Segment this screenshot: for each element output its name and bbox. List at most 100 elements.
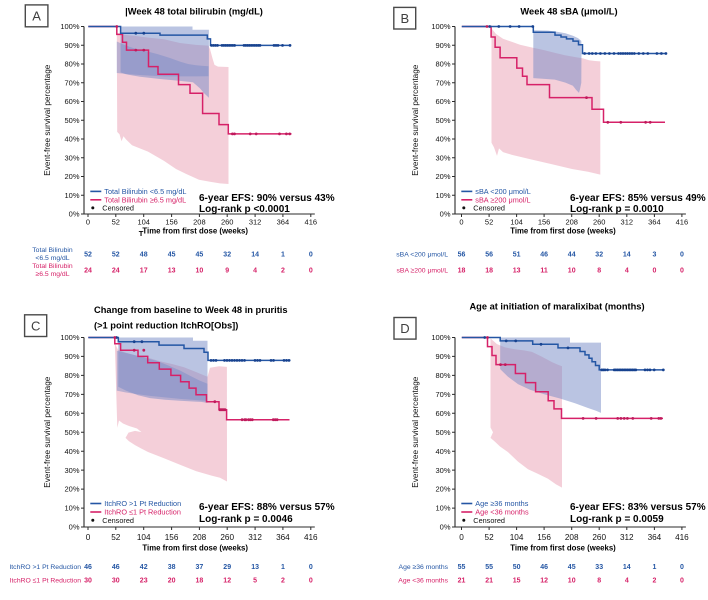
svg-text:0: 0	[652, 268, 656, 275]
svg-text:2: 2	[652, 578, 656, 585]
svg-text:50%: 50%	[64, 428, 79, 437]
svg-text:Age ≥36 months: Age ≥36 months	[399, 564, 449, 571]
svg-text:312: 312	[620, 533, 634, 542]
svg-text:20%: 20%	[435, 485, 450, 494]
svg-text:0: 0	[309, 564, 313, 571]
svg-text:55: 55	[485, 564, 493, 571]
svg-text:45: 45	[568, 564, 576, 571]
svg-text:70%: 70%	[64, 390, 79, 399]
svg-text:416: 416	[304, 533, 318, 542]
svg-text:Change from baseline to Week 4: Change from baseline to Week 48 in pruri…	[94, 305, 288, 315]
svg-text:52: 52	[84, 252, 92, 259]
svg-text:60%: 60%	[64, 97, 79, 106]
svg-text:30%: 30%	[64, 466, 79, 475]
svg-text:Age ≥36 months: Age ≥36 months	[475, 499, 528, 508]
svg-text:33: 33	[595, 564, 603, 571]
svg-text:100%: 100%	[431, 22, 451, 31]
svg-text:11: 11	[540, 268, 548, 275]
svg-text:156: 156	[537, 533, 551, 542]
svg-text:260: 260	[220, 533, 234, 542]
svg-text:0: 0	[680, 268, 684, 275]
svg-text:50: 50	[513, 564, 521, 571]
svg-text:24: 24	[112, 268, 120, 275]
svg-text:46: 46	[540, 564, 548, 571]
svg-text:23: 23	[140, 578, 148, 585]
svg-text:Total Bilirubin <6.5 mg/dL: Total Bilirubin <6.5 mg/dL	[104, 187, 186, 196]
svg-text:0%: 0%	[440, 210, 451, 219]
svg-text:416: 416	[675, 533, 689, 542]
svg-text:10: 10	[196, 268, 204, 275]
svg-text:ItchRO >1 Pt Reduction: ItchRO >1 Pt Reduction	[104, 499, 181, 508]
svg-text:ItchRO >1 Pt Reduction: ItchRO >1 Pt Reduction	[9, 564, 81, 571]
svg-text:sBA <200 μmol/L: sBA <200 μmol/L	[396, 252, 448, 259]
svg-text:70%: 70%	[435, 390, 450, 399]
svg-text:208: 208	[193, 533, 207, 542]
svg-text:6-year EFS: 90% versus 43%: 6-year EFS: 90% versus 43%	[199, 193, 335, 204]
svg-text:D: D	[400, 321, 409, 336]
svg-text:260: 260	[592, 533, 606, 542]
svg-text:70%: 70%	[64, 78, 79, 87]
svg-text:12: 12	[223, 578, 231, 585]
svg-text:0: 0	[309, 252, 313, 259]
svg-text:208: 208	[193, 218, 206, 227]
svg-text:312: 312	[621, 218, 634, 227]
svg-text:100%: 100%	[60, 333, 80, 342]
svg-text:42: 42	[140, 564, 148, 571]
svg-text:6-year EFS: 85% versus 49%: 6-year EFS: 85% versus 49%	[570, 193, 706, 204]
svg-text:20%: 20%	[64, 172, 79, 181]
svg-text:13: 13	[168, 268, 176, 275]
svg-text:32: 32	[223, 252, 231, 259]
svg-text:10: 10	[568, 578, 576, 585]
svg-text:Total Bilirubin: Total Bilirubin	[32, 263, 73, 270]
svg-text:1: 1	[652, 564, 656, 571]
svg-text:20%: 20%	[435, 172, 450, 181]
svg-text:156: 156	[165, 533, 179, 542]
svg-text:0: 0	[86, 218, 90, 227]
svg-text:|Week 48 total bilirubin (mg/d: |Week 48 total bilirubin (mg/dL)	[125, 7, 263, 17]
svg-text:30%: 30%	[64, 153, 79, 162]
svg-text:Event-free survival percentage: Event-free survival percentage	[411, 376, 420, 487]
svg-text:13: 13	[513, 268, 521, 275]
svg-text:260: 260	[221, 218, 234, 227]
svg-text:Total Bilirubin: Total Bilirubin	[32, 247, 73, 254]
svg-text:56: 56	[485, 252, 493, 259]
svg-text:0%: 0%	[440, 523, 451, 532]
svg-text:0: 0	[680, 252, 684, 259]
svg-text:Event-free survival percentage: Event-free survival percentage	[411, 64, 420, 175]
svg-text:416: 416	[676, 218, 689, 227]
svg-text:Censored: Censored	[102, 203, 134, 212]
svg-text:46: 46	[112, 564, 120, 571]
svg-text:8: 8	[597, 268, 601, 275]
svg-text:80%: 80%	[64, 60, 79, 69]
svg-text:2: 2	[281, 268, 285, 275]
svg-text:45: 45	[196, 252, 204, 259]
svg-text:104: 104	[137, 533, 151, 542]
svg-text:10: 10	[568, 268, 576, 275]
svg-text:364: 364	[277, 218, 290, 227]
svg-text:Time from first dose (weeks): Time from first dose (weeks)	[510, 543, 616, 552]
svg-text:Week 48 sBA (μmol/L): Week 48 sBA (μmol/L)	[520, 7, 617, 17]
svg-text:18: 18	[458, 268, 466, 275]
svg-text:50%: 50%	[435, 116, 450, 125]
svg-text:Age at initiation of maralixib: Age at initiation of maralixibat (months…	[469, 302, 644, 312]
svg-text:48: 48	[140, 252, 148, 259]
svg-text:C: C	[31, 318, 40, 333]
svg-text:364: 364	[648, 218, 661, 227]
svg-text:<6.5 mg/dL: <6.5 mg/dL	[35, 255, 69, 262]
svg-text:90%: 90%	[435, 352, 450, 361]
svg-text:1: 1	[281, 564, 285, 571]
svg-text:50%: 50%	[435, 428, 450, 437]
svg-text:10%: 10%	[435, 504, 450, 513]
svg-text:104: 104	[137, 218, 150, 227]
svg-text:14: 14	[623, 252, 631, 259]
svg-text:80%: 80%	[64, 371, 79, 380]
svg-text:30%: 30%	[435, 153, 450, 162]
svg-text:Event-free survival percentage: Event-free survival percentage	[43, 376, 52, 487]
svg-text:0: 0	[86, 533, 91, 542]
svg-text:37: 37	[196, 564, 204, 571]
svg-text:21: 21	[485, 578, 493, 585]
svg-text:13: 13	[251, 564, 259, 571]
svg-text:100%: 100%	[60, 22, 80, 31]
svg-text:0: 0	[309, 268, 313, 275]
svg-text:B: B	[400, 11, 409, 26]
